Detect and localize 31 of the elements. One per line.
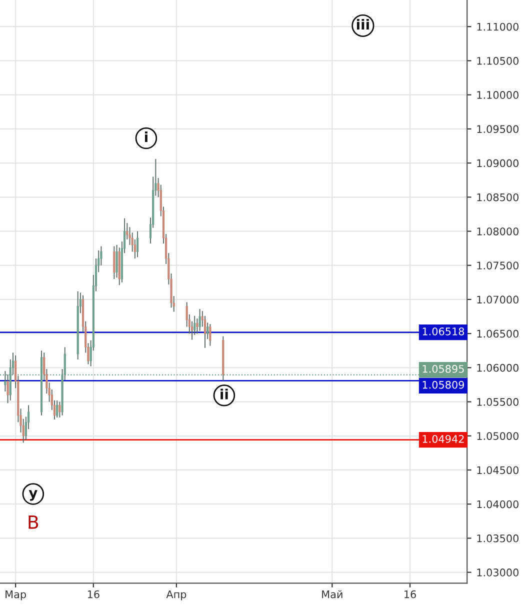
y-tick-label: 1.10000 — [477, 91, 518, 99]
annotation: i — [144, 132, 148, 142]
y-tick-label: 1.03500 — [477, 534, 518, 542]
y-tick-label: 1.06000 — [477, 364, 518, 372]
annotation: iii — [356, 18, 369, 30]
y-tick-label: 1.05000 — [477, 432, 518, 440]
y-tick-label: 1.08000 — [477, 227, 518, 236]
y-tick-label: 1.09000 — [477, 159, 518, 168]
ref-line-label: 1.05809 — [422, 380, 464, 389]
y-tick-label: 1.05500 — [477, 398, 518, 406]
y-tick-label: 1.09500 — [477, 125, 518, 134]
y-tick-label: 1.04000 — [477, 500, 518, 508]
ref-line-label: 1.05895 — [422, 364, 464, 373]
annotation: ii — [220, 388, 228, 400]
y-tick-label: 1.10500 — [477, 56, 518, 65]
y-tick-label: 1.03000 — [477, 568, 518, 576]
x-tick-label: Мар — [6, 590, 26, 600]
x-tick-label: 16 — [88, 590, 100, 598]
ref-line-label: 1.04942 — [422, 434, 464, 443]
annotation: y — [28, 490, 38, 501]
annotation: B — [28, 516, 38, 529]
y-tick-label: 1.04500 — [477, 466, 518, 474]
x-tick-label: Апр — [166, 590, 186, 600]
y-tick-label: 1.06500 — [477, 330, 518, 338]
x-tick-label: 16 — [404, 590, 416, 598]
y-tick-label: 1.11000 — [477, 22, 518, 31]
ref-line-label: 1.06518 — [422, 327, 464, 336]
y-tick-label: 1.08500 — [477, 193, 518, 202]
y-tick-label: 1.07500 — [477, 262, 518, 270]
x-tick-label: Май — [322, 590, 342, 598]
y-tick-label: 1.07000 — [477, 296, 518, 304]
